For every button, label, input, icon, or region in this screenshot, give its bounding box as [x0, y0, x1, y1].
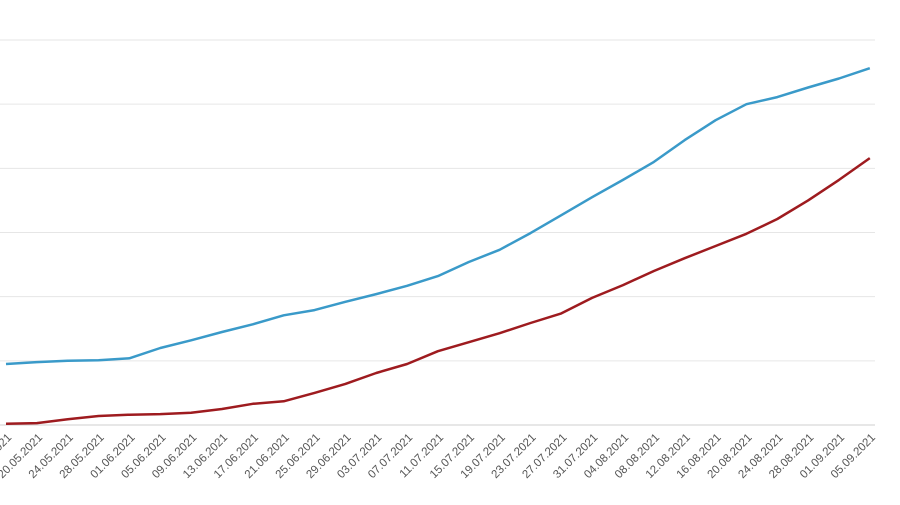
line	[5, 67, 871, 366]
line	[5, 157, 871, 425]
